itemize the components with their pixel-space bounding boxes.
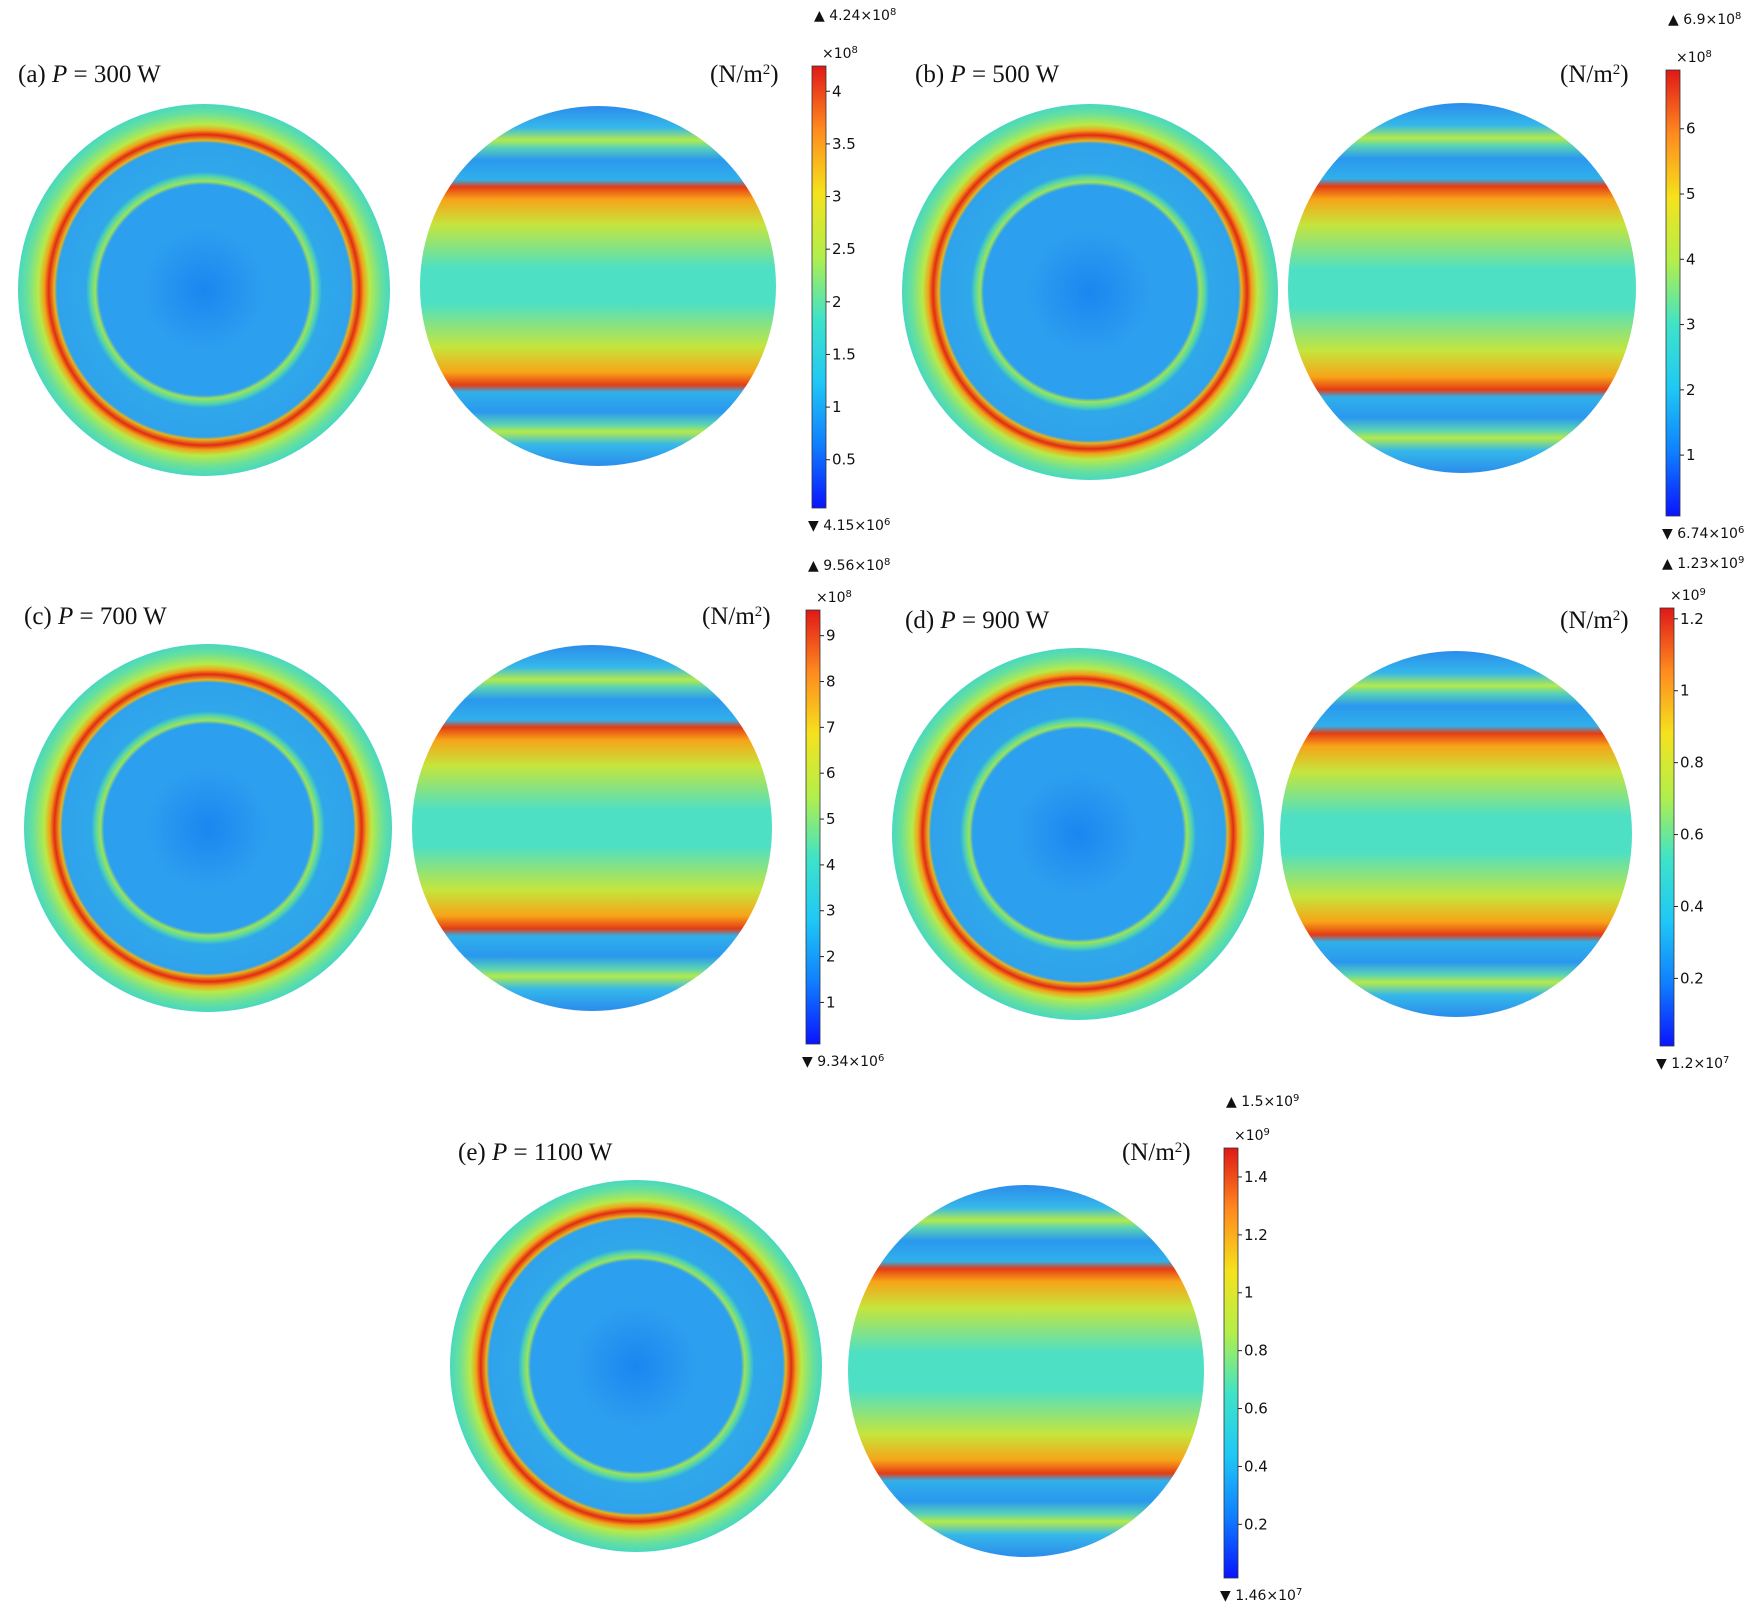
sphere-side-view-d bbox=[1280, 651, 1632, 1017]
colorbar-tick-label: 4 bbox=[1686, 250, 1696, 268]
disc-top-view-c bbox=[24, 644, 392, 1012]
colorbar-tick-label: 1.5 bbox=[832, 345, 856, 363]
colorbar-tick-label: 1 bbox=[1686, 446, 1696, 464]
colorbar-max-label: ▲ 6.9×108 bbox=[1668, 11, 1741, 29]
colorbar-tick-label: 3 bbox=[832, 188, 842, 206]
colorbar-multiplier: ×109 bbox=[1670, 587, 1706, 605]
panel-c: (c) P = 700 W (N/m2) ▲ 9.56×108 ×108 ▼ 9.3… bbox=[24, 557, 890, 1071]
unit-label-e: (N/m2) bbox=[1122, 1139, 1191, 1166]
colorbar-b: ▲ 6.9×108 ×108 ▼ 6.74×106 1 2 3 4 5 6 bbox=[1662, 11, 1744, 543]
colorbar-tick-label: 1 bbox=[1244, 1284, 1254, 1302]
colorbar-tick-label: 2 bbox=[1686, 381, 1696, 399]
colorbar-min-label: ▼ 1.2×107 bbox=[1656, 1055, 1729, 1073]
colorbar-max-label: ▲ 4.24×108 bbox=[814, 7, 896, 25]
colorbar-c: ▲ 9.56×108 ×108 ▼ 9.34×106 1 2 3 4 5 6 7 8 9 bbox=[802, 557, 890, 1071]
colorbar-strip bbox=[811, 65, 827, 509]
colorbar-strip bbox=[1665, 69, 1681, 517]
panel-label-b: (b) P = 500 W bbox=[915, 61, 1060, 88]
colorbar-tick-label: 2 bbox=[826, 948, 836, 966]
colorbar-tick-label: 1 bbox=[832, 398, 842, 416]
colorbar-max-label: ▲ 1.23×109 bbox=[1662, 555, 1744, 573]
disc-top-view-a bbox=[18, 104, 390, 476]
colorbar-min-label: ▼ 6.74×106 bbox=[1662, 525, 1744, 543]
colorbar-tick-label: 0.6 bbox=[1680, 826, 1704, 844]
panel-e: (e) P = 1100 W (N/m2) ▲ 1.5×109 ×109 ▼ 1.4… bbox=[450, 1093, 1302, 1605]
sphere-side-view-b bbox=[1288, 103, 1636, 473]
sphere-side-view-c bbox=[412, 645, 772, 1011]
colorbar-tick-label: 3 bbox=[826, 902, 836, 920]
colorbar-a: ▲ 4.24×108 ×108 ▼ 4.15×106 0.5 1 1.5 2 2.5 3 3.5 4 bbox=[808, 7, 896, 535]
colorbar-tick-label: 6 bbox=[826, 764, 836, 782]
colorbar-tick-label: 0.4 bbox=[1244, 1457, 1268, 1475]
colorbar-tick-label: 8 bbox=[826, 673, 836, 691]
colorbar-d: ▲ 1.23×109 ×109 ▼ 1.2×107 0.2 0.4 0.6 0.8 1 1.2 bbox=[1656, 555, 1744, 1073]
colorbar-min-label: ▼ 4.15×106 bbox=[808, 517, 890, 535]
unit-label-c: (N/m2) bbox=[702, 603, 771, 630]
panel-a: (a) P = 300 W (N/m2) ▲ 4.24×108 ×108 ▼ 4.1… bbox=[18, 7, 896, 535]
panel-label-d: (d) P = 900 W bbox=[905, 607, 1050, 634]
sphere-side-view-e bbox=[848, 1185, 1204, 1557]
colorbar-tick-label: 7 bbox=[826, 718, 836, 736]
colorbar-strip bbox=[1223, 1147, 1239, 1579]
colorbar-tick-label: 3 bbox=[1686, 316, 1696, 334]
colorbar-tick-label: 1.4 bbox=[1244, 1168, 1268, 1186]
colorbar-tick-label: 0.2 bbox=[1680, 969, 1704, 987]
colorbar-strip bbox=[805, 609, 821, 1045]
colorbar-e: ▲ 1.5×109 ×109 ▼ 1.46×107 0.2 0.4 0.6 0.8 1 1.2 1… bbox=[1220, 1093, 1302, 1605]
colorbar-max-label: ▲ 9.56×108 bbox=[808, 557, 890, 575]
colorbar-tick-label: 3.5 bbox=[832, 135, 856, 153]
colorbar-tick-label: 0.5 bbox=[832, 451, 856, 469]
colorbar-tick-label: 1.2 bbox=[1680, 610, 1704, 628]
colorbar-tick-label: 0.8 bbox=[1680, 754, 1704, 772]
colorbar-tick-label: 1.2 bbox=[1244, 1226, 1268, 1244]
panel-label-e: (e) P = 1100 W bbox=[458, 1139, 613, 1166]
sphere-side-view-a bbox=[420, 106, 776, 466]
colorbar-tick-label: 0.2 bbox=[1244, 1515, 1268, 1533]
colorbar-tick-label: 5 bbox=[1686, 185, 1696, 203]
colorbar-max-label: ▲ 1.5×109 bbox=[1226, 1093, 1299, 1111]
colorbar-tick-label: 0.6 bbox=[1244, 1400, 1268, 1418]
panel-b: (b) P = 500 W (N/m2) ▲ 6.9×108 ×108 ▼ 6.74… bbox=[902, 11, 1744, 543]
colorbar-tick-label: 0.4 bbox=[1680, 897, 1704, 915]
disc-top-view-e bbox=[450, 1180, 822, 1552]
panel-d: (d) P = 900 W (N/m2) ▲ 1.23×109 ×109 ▼ 1.2… bbox=[892, 555, 1744, 1073]
unit-label-b: (N/m2) bbox=[1560, 61, 1629, 88]
colorbar-tick-label: 4 bbox=[826, 856, 836, 874]
colorbar-tick-label: 5 bbox=[826, 810, 836, 828]
unit-label-d: (N/m2) bbox=[1560, 607, 1629, 634]
colorbar-tick-label: 9 bbox=[826, 627, 836, 645]
colorbar-tick-label: 2.5 bbox=[832, 240, 856, 258]
disc-top-view-b bbox=[902, 104, 1278, 480]
colorbar-multiplier: ×108 bbox=[1676, 49, 1712, 67]
disc-top-view-d bbox=[892, 648, 1264, 1020]
colorbar-min-label: ▼ 9.34×106 bbox=[802, 1053, 884, 1071]
colorbar-tick-label: 0.8 bbox=[1244, 1342, 1268, 1360]
colorbar-tick-label: 1 bbox=[826, 993, 836, 1011]
colorbar-multiplier: ×109 bbox=[1234, 1127, 1270, 1145]
colorbar-tick-label: 2 bbox=[832, 293, 842, 311]
colorbar-tick-label: 6 bbox=[1686, 120, 1696, 138]
unit-label-a: (N/m2) bbox=[710, 61, 779, 88]
panel-label-c: (c) P = 700 W bbox=[24, 603, 167, 630]
panel-label-a: (a) P = 300 W bbox=[18, 61, 161, 88]
colorbar-tick-label: 4 bbox=[832, 82, 842, 100]
colorbar-multiplier: ×108 bbox=[822, 45, 858, 63]
colorbar-strip bbox=[1659, 607, 1675, 1047]
colorbar-multiplier: ×108 bbox=[816, 589, 852, 607]
colorbar-tick-label: 1 bbox=[1680, 682, 1690, 700]
colorbar-min-label: ▼ 1.46×107 bbox=[1220, 1587, 1302, 1605]
